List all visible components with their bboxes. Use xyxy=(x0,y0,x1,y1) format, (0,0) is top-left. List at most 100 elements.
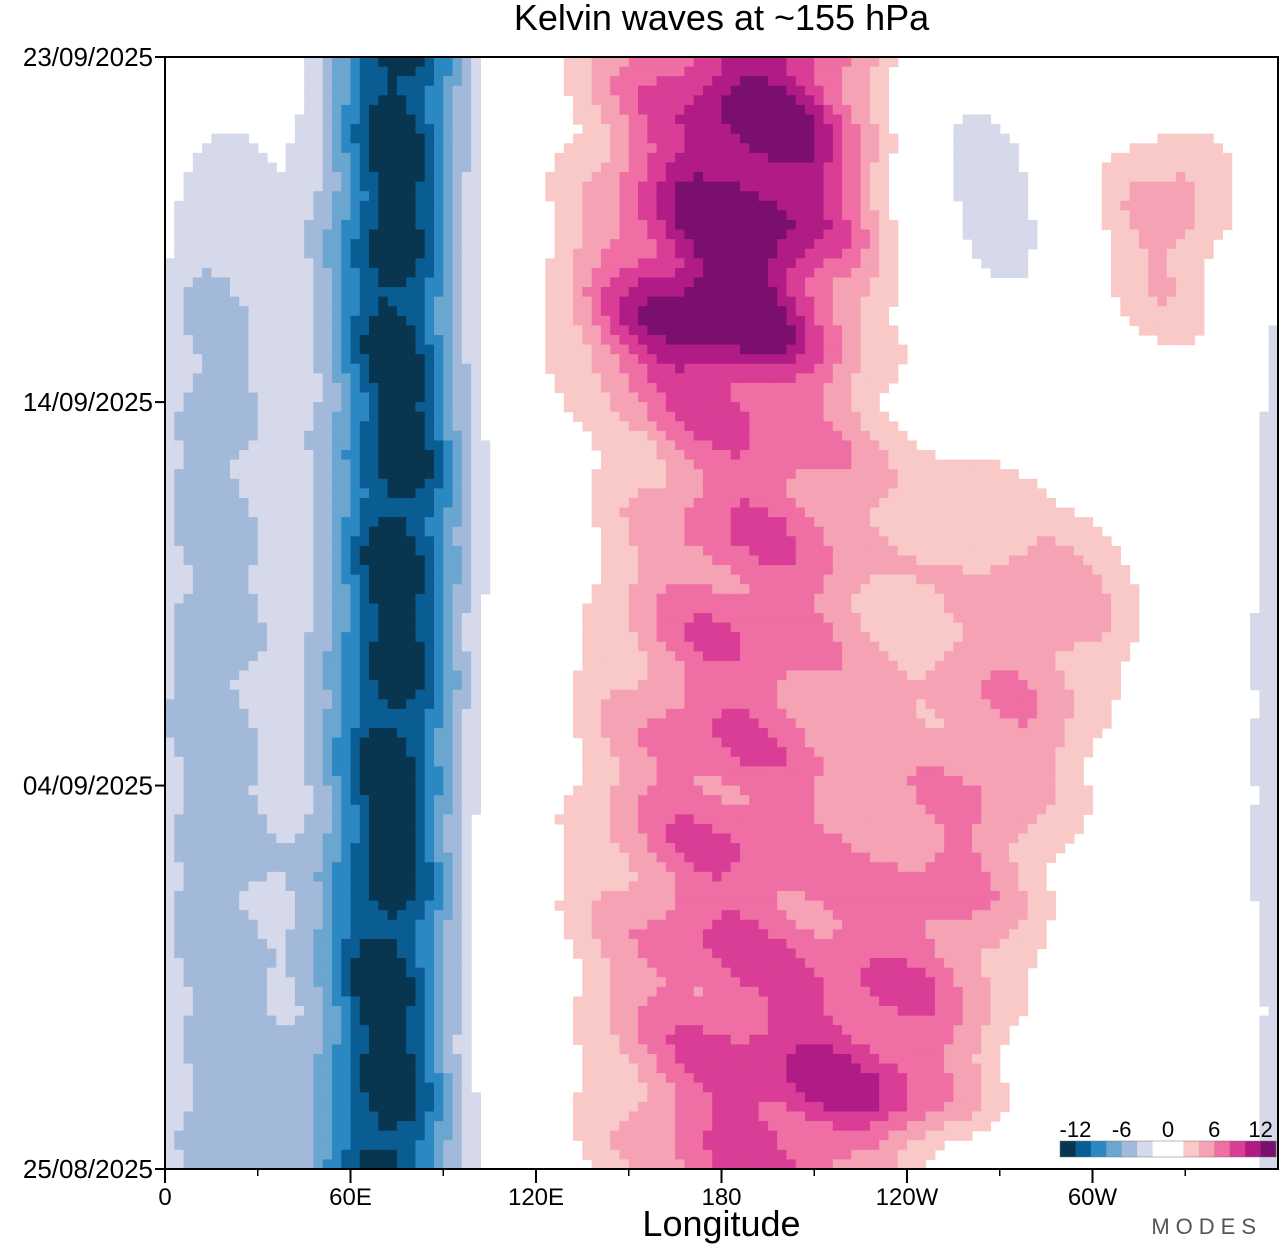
field-cell xyxy=(628,613,639,624)
field-cell xyxy=(823,133,834,144)
field-cell xyxy=(804,181,815,192)
field-cell xyxy=(554,172,565,183)
field-cell xyxy=(628,85,639,96)
field-cell xyxy=(721,565,732,576)
field-cell xyxy=(721,104,732,116)
field-cell xyxy=(740,181,750,192)
field-cell xyxy=(730,143,741,154)
field-cell xyxy=(304,124,315,135)
field-cell xyxy=(229,488,240,499)
field-cell xyxy=(767,181,778,192)
field-cell xyxy=(313,478,324,489)
field-cell xyxy=(1111,613,1121,624)
field-cell xyxy=(610,172,621,183)
field-cell xyxy=(1166,181,1177,192)
field-cell xyxy=(267,450,277,461)
field-cell xyxy=(582,210,593,221)
field-cell xyxy=(322,421,333,432)
field-cell xyxy=(239,565,250,576)
field-cell xyxy=(239,354,250,365)
field-cell xyxy=(916,641,927,652)
field-cell xyxy=(285,258,296,269)
field-cell xyxy=(471,382,481,394)
field-cell xyxy=(183,555,194,566)
field-cell xyxy=(331,497,342,509)
field-cell xyxy=(248,421,259,432)
field-cell xyxy=(554,382,565,394)
field-cell xyxy=(777,459,788,470)
field-cell xyxy=(777,402,788,413)
field-cell xyxy=(600,76,611,87)
field-cell xyxy=(600,210,611,221)
field-cell xyxy=(675,76,686,87)
field-cell xyxy=(879,162,890,173)
field-cell xyxy=(229,200,240,211)
field-cell xyxy=(740,267,750,279)
field-cell xyxy=(1027,536,1038,547)
field-cell xyxy=(665,172,676,183)
field-cell xyxy=(851,497,862,509)
field-cell xyxy=(378,507,389,518)
field-cell xyxy=(461,172,472,183)
field-cell xyxy=(192,382,203,394)
field-cell xyxy=(202,162,212,173)
field-cell xyxy=(202,574,212,585)
field-cell xyxy=(981,191,992,202)
field-cell xyxy=(971,565,982,576)
field-cell xyxy=(600,200,611,211)
field-cell xyxy=(665,402,676,413)
field-cell xyxy=(563,267,574,279)
field-cell xyxy=(359,181,370,192)
field-cell xyxy=(239,267,250,279)
field-cell xyxy=(285,382,296,394)
field-cell xyxy=(628,104,639,116)
field-cell xyxy=(591,335,602,346)
field-cell xyxy=(814,172,825,183)
field-cell xyxy=(600,593,611,605)
field-cell xyxy=(341,210,352,221)
field-cell xyxy=(313,200,324,211)
field-cell xyxy=(842,363,852,374)
field-cell xyxy=(257,584,268,595)
field-cell xyxy=(647,85,658,96)
field-cell xyxy=(369,95,379,106)
field-cell xyxy=(675,363,686,374)
field-cell xyxy=(350,210,361,221)
field-cell xyxy=(740,641,750,652)
field-cell xyxy=(341,114,352,125)
field-cell xyxy=(1194,162,1205,173)
field-cell xyxy=(359,344,370,355)
field-cell xyxy=(777,469,788,480)
field-cell xyxy=(758,402,769,413)
field-cell xyxy=(730,239,741,250)
field-cell xyxy=(721,57,732,68)
field-cell xyxy=(934,622,945,633)
field-cell xyxy=(869,152,880,164)
field-cell xyxy=(406,200,417,211)
field-cell xyxy=(276,584,287,595)
field-cell xyxy=(267,526,277,537)
field-cell xyxy=(545,363,556,374)
field-cell xyxy=(758,306,769,317)
field-cell xyxy=(675,459,686,470)
field-cell xyxy=(758,66,769,77)
field-cell xyxy=(174,219,185,231)
field-cell xyxy=(702,248,713,259)
field-cell xyxy=(842,277,852,288)
field-cell xyxy=(786,565,797,576)
field-cell xyxy=(1064,574,1075,585)
field-cell xyxy=(369,478,379,489)
field-cell xyxy=(443,430,454,442)
field-cell xyxy=(897,354,908,365)
field-cell xyxy=(740,76,750,87)
field-cell xyxy=(610,57,621,68)
field-cell xyxy=(749,459,760,470)
field-cell xyxy=(981,239,992,250)
field-cell xyxy=(767,382,778,394)
field-cell xyxy=(424,306,435,317)
field-cell xyxy=(600,229,611,240)
field-cell xyxy=(888,267,899,279)
field-cell xyxy=(619,200,630,211)
field-cell xyxy=(712,392,723,403)
field-cell xyxy=(981,143,992,154)
